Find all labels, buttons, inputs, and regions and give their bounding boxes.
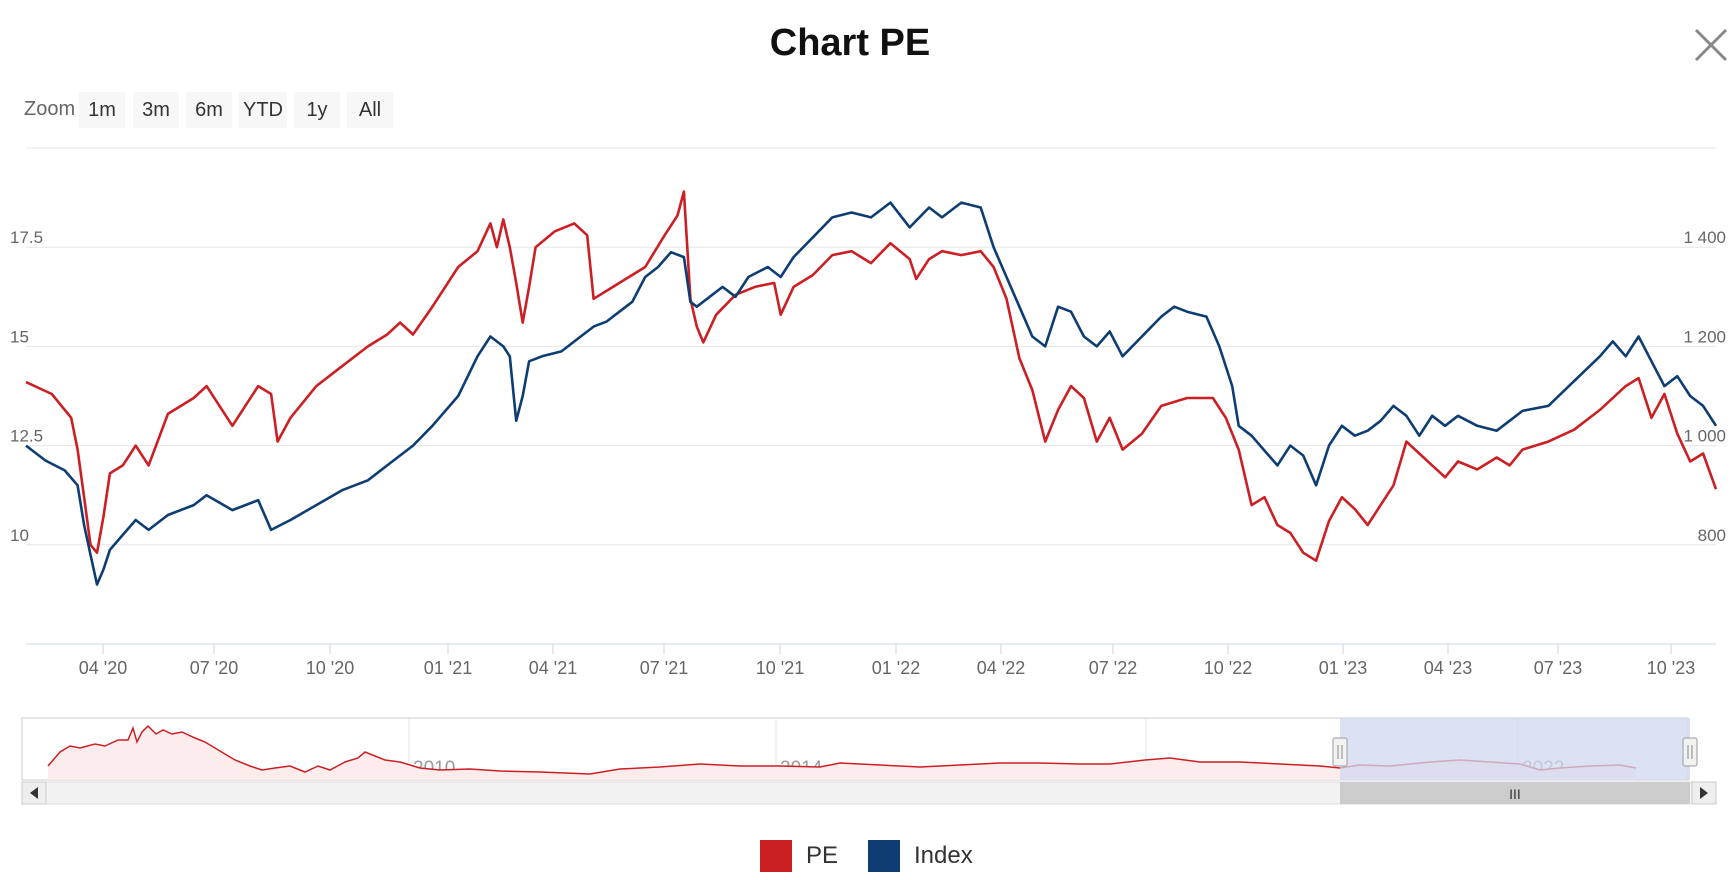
legend-label: PE <box>806 842 839 869</box>
zoom-label: Zoom <box>24 98 76 120</box>
legend-item-pe[interactable]: PE <box>760 838 838 874</box>
y-left-tick-label: 10 <box>10 526 29 545</box>
scrollbar[interactable]: III <box>21 781 1717 805</box>
zoom-1m-button[interactable]: 1m <box>79 92 125 128</box>
y-right-tick-label: 1 000 <box>1683 427 1726 446</box>
y-left-tick-label: 12.5 <box>10 427 43 446</box>
y-right-tick-label: 800 <box>1698 526 1726 545</box>
x-tick-label: 01 '22 <box>872 658 920 678</box>
x-tick-label: 10 '22 <box>1204 658 1252 678</box>
x-tick-label: 10 '23 <box>1647 658 1695 678</box>
x-tick-label: 07 '21 <box>640 658 688 678</box>
legend-label: Index <box>914 842 973 869</box>
x-tick-label: 07 '20 <box>190 658 238 678</box>
navigator-series-line <box>47 724 1637 775</box>
x-tick-label: 10 '20 <box>306 658 354 678</box>
arrow-right-icon <box>1700 787 1708 799</box>
y-right-tick-label: 1 200 <box>1683 327 1726 346</box>
x-tick-label: 07 '23 <box>1534 658 1582 678</box>
x-tick-label: 04 '22 <box>977 658 1025 678</box>
navigator-right-handle[interactable] <box>1682 737 1698 767</box>
scrollbar-thumb[interactable] <box>1340 782 1690 804</box>
pe-series-line[interactable] <box>25 190 1718 562</box>
navigator-series-area <box>48 726 1636 780</box>
zoom-all-button[interactable]: All <box>347 92 393 128</box>
arrow-left-icon <box>30 787 38 799</box>
x-tick-label: 04 '21 <box>529 658 577 678</box>
navigator-left-handle[interactable] <box>1332 737 1348 767</box>
y-left-tick-label: 17.5 <box>10 228 43 247</box>
zoom-6m-button[interactable]: 6m <box>186 92 232 128</box>
x-tick-label: 07 '22 <box>1089 658 1137 678</box>
navigator-selection[interactable] <box>1340 718 1690 780</box>
navigator[interactable]: 2010 2014 2018 2022 <box>21 717 1698 781</box>
x-tick-label: 01 '21 <box>424 658 472 678</box>
zoom-1y-button[interactable]: 1y <box>294 92 340 128</box>
index-color-swatch <box>868 840 900 872</box>
chart-canvas: 10 12.5 15 17.5 800 1 000 1 200 1 400 04 '20 07… <box>10 147 1726 805</box>
y-left-tick-label: 15 <box>10 327 29 346</box>
y-right-tick-label: 1 400 <box>1683 228 1726 247</box>
legend-item-index[interactable]: Index <box>868 838 973 874</box>
scrollbar-grip: III <box>1509 786 1521 802</box>
zoom-3m-button[interactable]: 3m <box>133 92 179 128</box>
close-icon[interactable] <box>1686 20 1732 70</box>
pe-color-swatch <box>760 840 792 872</box>
chart-title: Chart PE <box>769 22 931 64</box>
zoom-ytd-button[interactable]: YTD <box>239 92 287 128</box>
x-tick-label: 04 '23 <box>1424 658 1472 678</box>
x-tick-label: 10 '21 <box>756 658 804 678</box>
index-series-line[interactable] <box>25 201 1718 586</box>
x-tick-label: 01 '23 <box>1319 658 1367 678</box>
x-tick-label: 04 '20 <box>79 658 127 678</box>
